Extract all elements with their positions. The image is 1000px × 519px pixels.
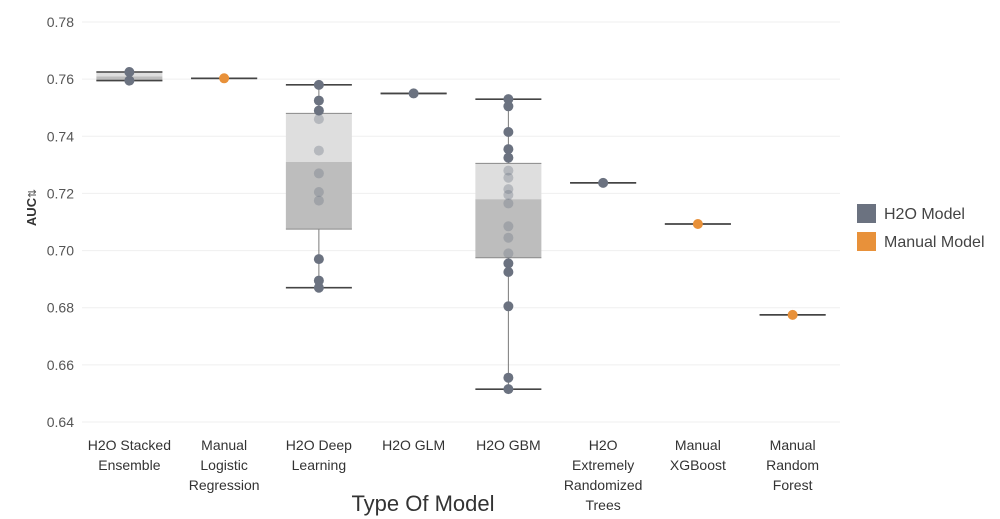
data-point xyxy=(503,384,514,395)
data-point xyxy=(313,187,324,197)
x-axis-label: Type Of Model xyxy=(351,491,494,516)
data-point xyxy=(124,75,135,86)
data-point xyxy=(503,301,514,312)
x-tick-label: Manual xyxy=(770,437,816,453)
sort-icon[interactable]: ⇅ xyxy=(26,189,39,198)
data-point xyxy=(313,95,324,106)
x-tick-label: Logistic xyxy=(200,457,247,473)
data-point xyxy=(313,145,324,156)
y-tick-label: 0.64 xyxy=(47,414,74,430)
box-upper xyxy=(475,163,542,200)
data-point xyxy=(408,88,419,99)
data-point xyxy=(313,275,324,286)
data-point xyxy=(503,165,514,176)
data-point xyxy=(503,144,514,155)
x-tick-label: Forest xyxy=(773,477,813,493)
box-lower xyxy=(475,199,542,258)
legend-swatch xyxy=(857,232,876,251)
data-point xyxy=(503,94,514,105)
gridlines xyxy=(82,21,840,423)
data-point xyxy=(503,189,514,200)
data-point xyxy=(598,177,609,188)
x-tick-label: H2O xyxy=(589,437,618,453)
legend-label: H2O Model xyxy=(884,206,965,223)
data-point xyxy=(124,67,135,77)
data-point xyxy=(503,198,514,209)
y-tick-label: 0.68 xyxy=(47,300,74,316)
legend: H2O Model Manual Model xyxy=(857,204,985,251)
legend-swatch xyxy=(857,204,876,223)
y-tick-label: 0.78 xyxy=(47,14,74,30)
x-tick-label: XGBoost xyxy=(670,457,726,473)
y-tick-label: 0.70 xyxy=(47,243,74,259)
x-tick-label: Extremely xyxy=(572,457,634,473)
data-point xyxy=(313,282,324,293)
data-point xyxy=(313,79,324,90)
x-tick-label: H2O Stacked xyxy=(88,437,171,453)
data-point xyxy=(219,73,230,84)
data-point xyxy=(503,101,514,112)
data-point xyxy=(503,267,514,277)
data-point xyxy=(692,219,703,229)
data-point xyxy=(313,105,324,116)
data-point xyxy=(313,168,324,179)
data-point xyxy=(503,232,514,243)
legend-label: Manual Model xyxy=(884,234,985,251)
box-lower xyxy=(285,162,352,230)
x-tick-label: H2O GLM xyxy=(382,437,445,453)
y-axis-label: AUC xyxy=(24,197,39,226)
data-point xyxy=(503,221,514,232)
y-tick-label: 0.66 xyxy=(47,357,74,373)
x-tick-label: Manual xyxy=(675,437,721,453)
data-point xyxy=(503,372,514,383)
x-axis: H2O Stacked Ensemble Manual Logistic Regress… xyxy=(88,437,819,513)
x-tick-label: Manual xyxy=(201,437,247,453)
data-point xyxy=(313,254,324,265)
boxes xyxy=(96,71,826,390)
y-tick-label: 0.74 xyxy=(47,128,74,144)
x-tick-label: Regression xyxy=(189,477,260,493)
data-point xyxy=(313,195,324,206)
data-point xyxy=(503,258,514,269)
data-point xyxy=(313,114,324,125)
x-tick-label: Learning xyxy=(292,457,347,473)
data-point xyxy=(787,309,798,320)
box-upper xyxy=(285,113,352,162)
data-point xyxy=(503,152,514,163)
y-tick-label: 0.76 xyxy=(47,71,74,87)
x-tick-label: Ensemble xyxy=(98,457,160,473)
x-tick-label: Trees xyxy=(585,497,620,513)
y-tick-label: 0.72 xyxy=(47,185,74,201)
data-point xyxy=(503,172,514,183)
x-tick-label: H2O GBM xyxy=(476,437,541,453)
y-axis: 0.64 0.66 0.68 0.70 0.72 0.74 0.76 0.78 xyxy=(47,14,74,430)
data-point xyxy=(503,248,514,259)
x-tick-label: H2O Deep xyxy=(286,437,352,453)
data-points xyxy=(124,67,798,395)
data-point xyxy=(503,127,514,137)
x-tick-label: Randomized xyxy=(564,477,643,493)
x-tick-label: Random xyxy=(766,457,819,473)
data-point xyxy=(503,184,514,195)
